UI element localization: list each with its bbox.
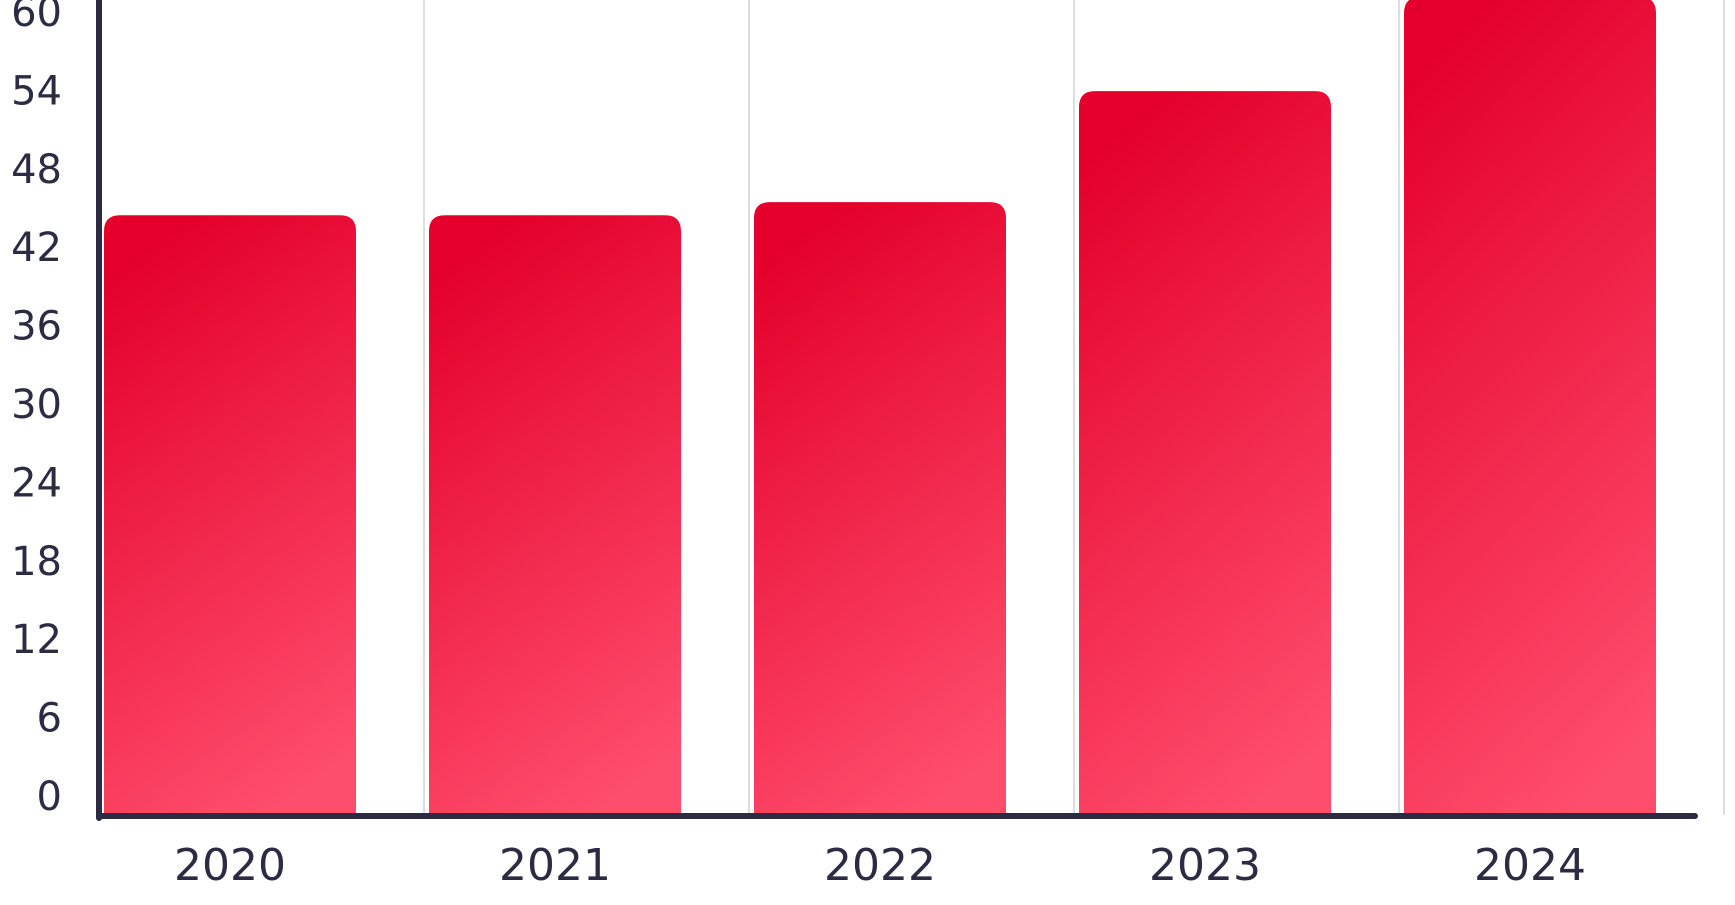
y-tick-label: 0 xyxy=(37,774,62,820)
y-tick-label: 24 xyxy=(11,460,62,506)
x-tick-label: 2020 xyxy=(174,840,286,891)
y-tick-label: 60 xyxy=(11,0,62,36)
y-tick-label: 6 xyxy=(37,696,62,742)
bar-2022 xyxy=(754,202,1006,815)
x-tick-label: 2021 xyxy=(499,840,611,891)
bar-2020 xyxy=(104,215,356,816)
x-tick-label: 2022 xyxy=(824,840,936,891)
grid-lines xyxy=(423,0,1725,815)
bars xyxy=(104,0,1656,816)
y-tick-label: 54 xyxy=(11,68,62,114)
y-tick-label: 42 xyxy=(11,225,62,271)
bar-2023 xyxy=(1079,91,1331,815)
y-tick-label: 36 xyxy=(11,304,62,350)
y-tick-label: 48 xyxy=(11,147,62,193)
x-tick-labels: 2020 2021 2022 2023 2024 xyxy=(174,840,1586,891)
y-tick-label: 12 xyxy=(11,617,62,663)
axes xyxy=(96,0,1698,821)
y-tick-label: 18 xyxy=(11,539,62,585)
x-tick-label: 2023 xyxy=(1149,840,1261,891)
y-tick-labels: 0 6 12 18 24 30 36 42 48 54 60 xyxy=(11,0,62,820)
x-tick-label: 2024 xyxy=(1474,840,1586,891)
bar-2024 xyxy=(1404,0,1656,815)
y-tick-label: 30 xyxy=(11,382,62,428)
bar-2021 xyxy=(429,215,681,816)
